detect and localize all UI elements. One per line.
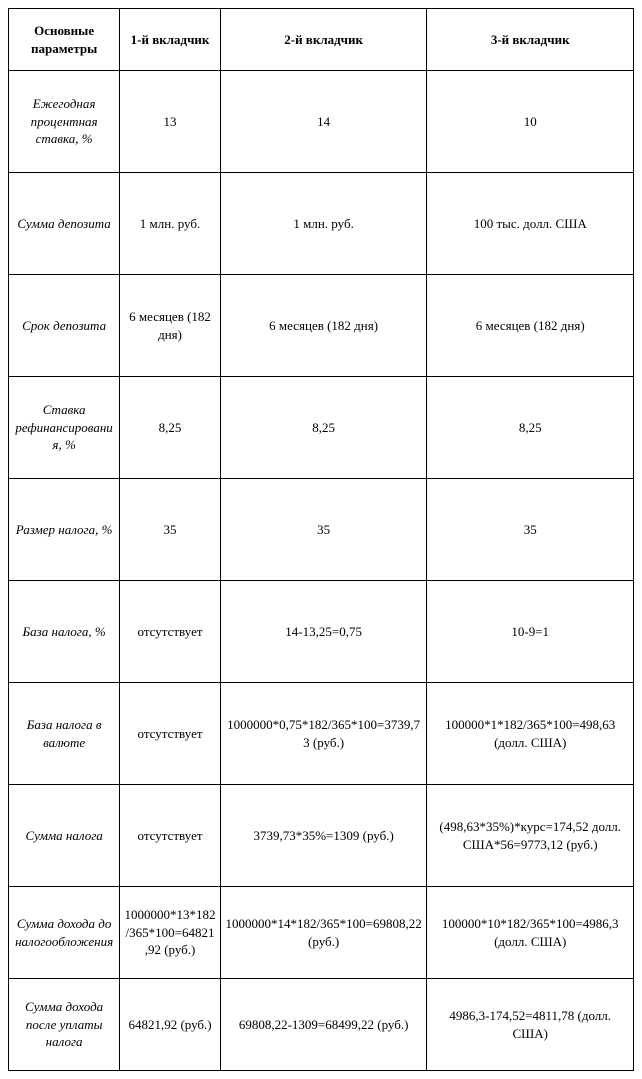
table-row: Сумма налогаотсутствует3739,73*35%=1309 … [9, 785, 634, 887]
value-cell-d3: 100000*1*182/365*100=498,63 (долл. США) [427, 683, 634, 785]
param-cell: Сумма дохода после уплаты налога [9, 979, 120, 1071]
value-cell-d2: 8,25 [220, 377, 427, 479]
value-cell-d3: 4986,3-174,52=4811,78 (долл. США) [427, 979, 634, 1071]
value-cell-d1: 35 [120, 479, 221, 581]
param-cell: База налога в валюте [9, 683, 120, 785]
value-cell-d2: 69808,22-1309=68499,22 (руб.) [220, 979, 427, 1071]
table-header-row: Основные параметры 1-й вкладчик 2-й вкла… [9, 9, 634, 71]
table-row: Сумма дохода после уплаты налога64821,92… [9, 979, 634, 1071]
value-cell-d3: 6 месяцев (182 дня) [427, 275, 634, 377]
value-cell-d1: 64821,92 (руб.) [120, 979, 221, 1071]
value-cell-d1: отсутствует [120, 785, 221, 887]
value-cell-d3: 8,25 [427, 377, 634, 479]
col-header-d3: 3-й вкладчик [427, 9, 634, 71]
value-cell-d3: 35 [427, 479, 634, 581]
value-cell-d1: 1 млн. руб. [120, 173, 221, 275]
table-row: Сумма дохода до налогообложения1000000*1… [9, 887, 634, 979]
value-cell-d2: 14-13,25=0,75 [220, 581, 427, 683]
table-row: Ставка рефинансирования, %8,258,258,25 [9, 377, 634, 479]
deposit-comparison-table: Основные параметры 1-й вкладчик 2-й вкла… [8, 8, 634, 1071]
value-cell-d1: 1000000*13*182/365*100=64821,92 (руб.) [120, 887, 221, 979]
table-row: Сумма депозита1 млн. руб.1 млн. руб.100 … [9, 173, 634, 275]
table-row: Ежегодная процентная ставка, %131410 [9, 71, 634, 173]
param-cell: Сумма депозита [9, 173, 120, 275]
param-cell: Срок депозита [9, 275, 120, 377]
param-cell: База налога, % [9, 581, 120, 683]
param-cell: Сумма налога [9, 785, 120, 887]
value-cell-d2: 1000000*14*182/365*100=69808,22 (руб.) [220, 887, 427, 979]
value-cell-d3: (498,63*35%)*курс=174,52 долл. США*56=97… [427, 785, 634, 887]
value-cell-d1: 13 [120, 71, 221, 173]
value-cell-d2: 1000000*0,75*182/365*100=3739,73 (руб.) [220, 683, 427, 785]
value-cell-d2: 6 месяцев (182 дня) [220, 275, 427, 377]
value-cell-d1: отсутствует [120, 683, 221, 785]
value-cell-d2: 35 [220, 479, 427, 581]
col-header-d2: 2-й вкладчик [220, 9, 427, 71]
value-cell-d2: 3739,73*35%=1309 (руб.) [220, 785, 427, 887]
value-cell-d1: 8,25 [120, 377, 221, 479]
param-cell: Ежегодная процентная ставка, % [9, 71, 120, 173]
table-row: Срок депозита6 месяцев (182 дня)6 месяце… [9, 275, 634, 377]
value-cell-d3: 100 тыс. долл. США [427, 173, 634, 275]
table-row: Размер налога, %353535 [9, 479, 634, 581]
param-cell: Размер налога, % [9, 479, 120, 581]
value-cell-d1: отсутствует [120, 581, 221, 683]
value-cell-d2: 14 [220, 71, 427, 173]
param-cell: Сумма дохода до налогообложения [9, 887, 120, 979]
param-cell: Ставка рефинансирования, % [9, 377, 120, 479]
value-cell-d1: 6 месяцев (182 дня) [120, 275, 221, 377]
value-cell-d2: 1 млн. руб. [220, 173, 427, 275]
table-row: База налога, %отсутствует14-13,25=0,7510… [9, 581, 634, 683]
col-header-param: Основные параметры [9, 9, 120, 71]
value-cell-d3: 100000*10*182/365*100=4986,3 (долл. США) [427, 887, 634, 979]
value-cell-d3: 10 [427, 71, 634, 173]
col-header-d1: 1-й вкладчик [120, 9, 221, 71]
table-row: База налога в валютеотсутствует1000000*0… [9, 683, 634, 785]
value-cell-d3: 10-9=1 [427, 581, 634, 683]
table-body: Ежегодная процентная ставка, %131410Сумм… [9, 71, 634, 1071]
